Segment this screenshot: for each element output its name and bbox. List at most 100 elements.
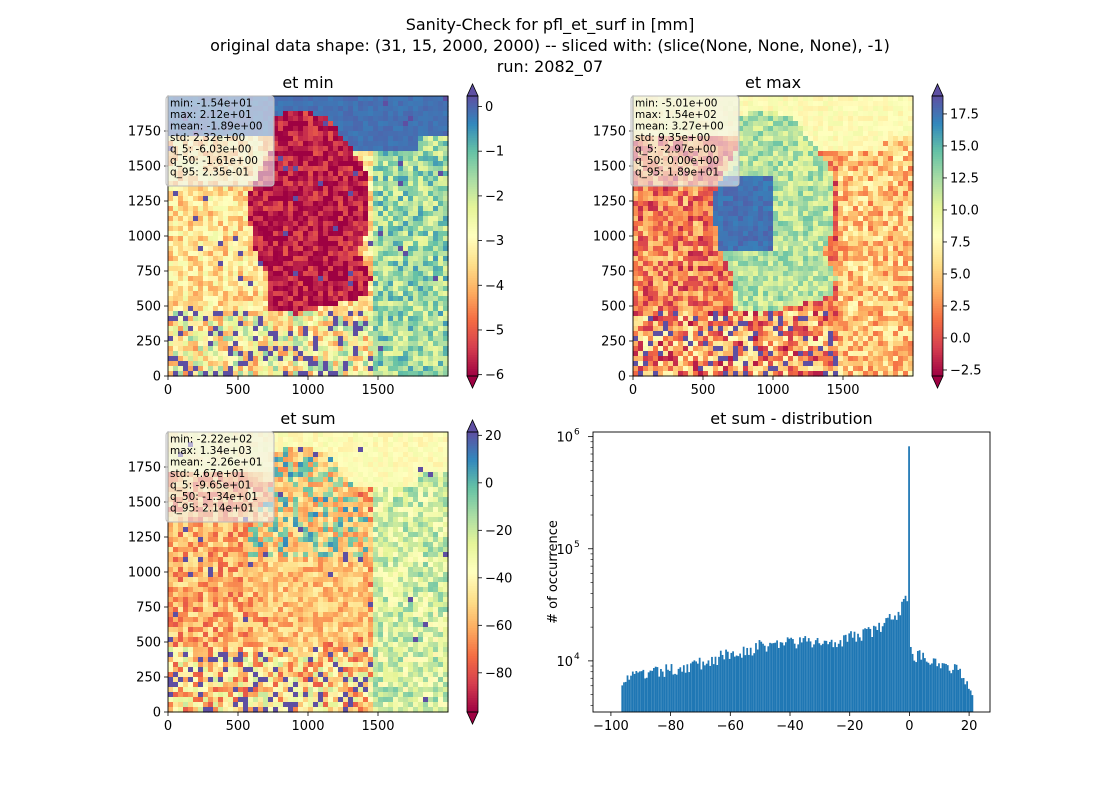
histogram-bar bbox=[667, 669, 669, 712]
histogram-bar bbox=[962, 678, 965, 712]
histogram-frame bbox=[592, 431, 991, 713]
colorbar-tick-label: 20 bbox=[485, 429, 502, 444]
histogram-bar bbox=[756, 649, 759, 712]
colorbar: 17.5 15.0 12.5 10.0 7.5 5.0 2.5 0.0 −2.5 bbox=[931, 83, 982, 389]
figure-title-line-3: run: 2082_07 bbox=[497, 57, 603, 77]
histogram-bar bbox=[786, 637, 789, 712]
histogram-bar bbox=[723, 659, 726, 712]
stats-line: std: 4.67e+01 bbox=[170, 468, 245, 480]
colorbar-tick-label: −80 bbox=[485, 666, 512, 681]
histogram-bar bbox=[774, 642, 777, 712]
y-tick-label: 1750 bbox=[593, 125, 626, 140]
histogram-bar bbox=[936, 666, 939, 712]
histogram-bar bbox=[651, 670, 654, 712]
histogram-bar bbox=[867, 627, 870, 712]
histogram-bar bbox=[781, 642, 784, 712]
stats-line: q_95: 1.89e+01 bbox=[635, 167, 719, 179]
histogram-bar bbox=[960, 678, 963, 712]
y-tick-label: 750 bbox=[136, 265, 161, 280]
histogram-bar bbox=[735, 655, 738, 712]
colorbar-tick-label: −4 bbox=[485, 279, 504, 294]
colorbar-tick-label: 2.5 bbox=[950, 299, 971, 314]
histogram-bar bbox=[640, 671, 643, 712]
histogram-bar bbox=[952, 669, 954, 712]
colorbar-tick-label: −60 bbox=[485, 619, 512, 634]
histogram-bar bbox=[885, 618, 888, 712]
y-tick-label: 500 bbox=[136, 636, 161, 651]
histogram-bar bbox=[674, 673, 676, 712]
histogram-bar bbox=[707, 660, 710, 712]
histogram-bar bbox=[741, 657, 743, 712]
histogram-bar bbox=[762, 643, 764, 712]
histogram-bar bbox=[939, 668, 942, 712]
x-tick-label: −40 bbox=[776, 719, 803, 734]
histogram-bar bbox=[906, 601, 909, 712]
colorbar-tick-label: −3 bbox=[485, 234, 504, 249]
stats-line: min: -5.01e+00 bbox=[635, 98, 717, 110]
histogram-bar bbox=[927, 662, 930, 712]
stats-line: q_95: 2.14e+01 bbox=[170, 503, 254, 515]
histogram-bar bbox=[818, 643, 821, 712]
colorbar-frame bbox=[466, 95, 479, 377]
heatmap-panel-1: et min 0 500 1000 1500 0 250 500 750 1000 1250 1500… bbox=[128, 73, 504, 398]
histogram-bar bbox=[821, 643, 824, 712]
x-tick-label: 1500 bbox=[361, 719, 394, 734]
histogram-bar bbox=[918, 650, 921, 712]
histogram-bar bbox=[915, 662, 917, 712]
histogram-bar bbox=[709, 665, 712, 712]
histogram-bar bbox=[788, 638, 791, 712]
histogram-bar bbox=[792, 639, 794, 712]
histogram-bar bbox=[813, 644, 815, 712]
colorbar-tick-label: 0 bbox=[485, 476, 493, 491]
histogram-bar bbox=[848, 633, 851, 712]
histogram-bar bbox=[881, 626, 884, 712]
histogram-bar bbox=[853, 631, 856, 712]
histogram-bar bbox=[679, 667, 682, 712]
colorbar-tick-label: −20 bbox=[485, 524, 512, 539]
histogram-bar bbox=[776, 640, 778, 712]
y-tick-label: 10 bbox=[556, 543, 573, 558]
histogram-bar bbox=[934, 658, 937, 712]
histogram-bar bbox=[656, 667, 659, 712]
histogram-bar bbox=[753, 653, 756, 712]
histogram-bar bbox=[623, 682, 625, 712]
y-tick-label: 1000 bbox=[593, 230, 626, 245]
histogram-bar bbox=[948, 670, 951, 712]
colorbar-tick-label: 0 bbox=[485, 100, 493, 115]
y-tick-label: 1500 bbox=[593, 160, 626, 175]
histogram-bar bbox=[864, 628, 866, 712]
histogram-bar bbox=[925, 661, 928, 712]
stats-line: q_50: -1.34e+01 bbox=[170, 491, 258, 503]
histogram-bar bbox=[911, 653, 914, 712]
histogram-bar bbox=[872, 625, 875, 712]
histogram-bar bbox=[823, 640, 826, 712]
stats-line: q_95: 2.35e-01 bbox=[170, 167, 249, 179]
histogram-bar bbox=[668, 670, 671, 712]
colorbar-tick-label: −1 bbox=[485, 145, 504, 160]
histogram-bar bbox=[660, 668, 662, 712]
y-tick-exponent: 5 bbox=[574, 540, 580, 550]
histogram-bar bbox=[865, 628, 868, 712]
histogram-bar bbox=[959, 668, 961, 712]
histogram-bar bbox=[913, 660, 916, 712]
colorbar-tick-label: 12.5 bbox=[950, 171, 979, 186]
histogram-bar bbox=[846, 641, 849, 712]
histogram-bar bbox=[718, 656, 720, 712]
histogram-bar bbox=[916, 650, 919, 712]
histogram-bar bbox=[901, 601, 903, 712]
histogram-bar bbox=[946, 665, 949, 712]
histogram-bar bbox=[672, 674, 675, 712]
heatmap-title: et min bbox=[282, 73, 333, 92]
histogram-bar bbox=[839, 640, 842, 712]
x-tick-label: −60 bbox=[717, 719, 744, 734]
y-tick-exponent: 4 bbox=[574, 652, 580, 662]
x-tick-label: 1000 bbox=[756, 383, 789, 398]
histogram-bar bbox=[691, 661, 694, 712]
histogram-bar bbox=[658, 676, 661, 712]
histogram-title: et sum - distribution bbox=[710, 409, 872, 428]
histogram-bar bbox=[811, 647, 814, 712]
histogram-ylabel: # of occurrence bbox=[546, 520, 561, 624]
y-tick-label: 0 bbox=[153, 370, 161, 385]
histogram-panel: et sum - distribution −100 −80 −60 −40 −20 0 20… bbox=[546, 409, 991, 734]
